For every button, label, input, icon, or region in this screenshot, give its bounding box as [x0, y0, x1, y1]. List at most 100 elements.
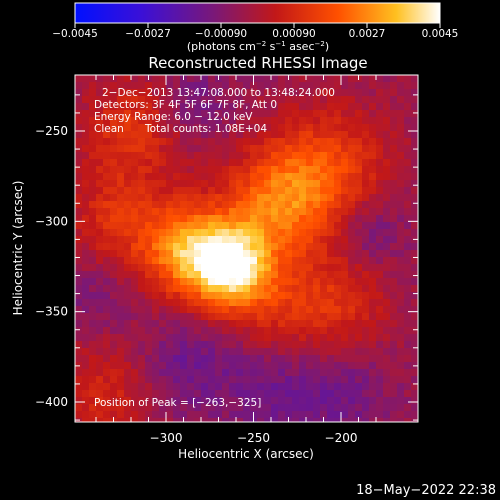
heatmap-cell [278, 89, 285, 96]
heatmap-cell [82, 278, 89, 285]
heatmap-cell [397, 243, 404, 250]
heatmap-cell [257, 397, 264, 404]
heatmap-cell [292, 299, 299, 306]
heatmap-cell [124, 110, 131, 117]
heatmap-cell [229, 250, 236, 257]
heatmap-cell [82, 376, 89, 383]
heatmap-cell [334, 411, 341, 418]
heatmap-cell [243, 194, 250, 201]
heatmap-cell [215, 250, 222, 257]
heatmap-cell [117, 257, 124, 264]
heatmap-cell [208, 82, 215, 89]
heatmap-cell [152, 180, 159, 187]
heatmap-cell [292, 159, 299, 166]
heatmap-cell [404, 159, 411, 166]
heatmap-cell [82, 166, 89, 173]
heatmap-cell [341, 292, 348, 299]
heatmap-cell [411, 194, 418, 201]
heatmap-cell [257, 180, 264, 187]
heatmap-cell [152, 397, 159, 404]
heatmap-cell [376, 180, 383, 187]
heatmap-cell [306, 376, 313, 383]
heatmap-cell [236, 138, 243, 145]
heatmap-cell [250, 320, 257, 327]
heatmap-cell [222, 390, 229, 397]
heatmap-cell [138, 96, 145, 103]
heatmap-cell [229, 313, 236, 320]
heatmap-cell [138, 292, 145, 299]
heatmap-cell [187, 96, 194, 103]
heatmap-cell [341, 327, 348, 334]
heatmap-cell [355, 124, 362, 131]
heatmap-cell [208, 138, 215, 145]
heatmap-cell [404, 222, 411, 229]
heatmap-cell [327, 306, 334, 313]
heatmap-cell [334, 138, 341, 145]
heatmap-cell [278, 159, 285, 166]
heatmap-cell [222, 187, 229, 194]
heatmap-cell [404, 229, 411, 236]
heatmap-cell [362, 131, 369, 138]
heatmap-cell [222, 194, 229, 201]
heatmap-cell [397, 376, 404, 383]
heatmap-cell [285, 320, 292, 327]
heatmap-cell [313, 411, 320, 418]
heatmap-cell [306, 103, 313, 110]
heatmap-cell [82, 208, 89, 215]
heatmap-cell [138, 173, 145, 180]
heatmap-cell [348, 131, 355, 138]
heatmap-cell [194, 194, 201, 201]
heatmap-cell [250, 348, 257, 355]
heatmap-cell [145, 215, 152, 222]
heatmap-cell [390, 117, 397, 124]
heatmap-cell [313, 299, 320, 306]
heatmap-cell [96, 369, 103, 376]
heatmap-cell [138, 355, 145, 362]
heatmap-cell [145, 110, 152, 117]
heatmap-cell [320, 327, 327, 334]
heatmap-cell [404, 173, 411, 180]
heatmap-cell [348, 222, 355, 229]
heatmap-cell [404, 75, 411, 82]
heatmap-cell [404, 124, 411, 131]
heatmap-cell [89, 376, 96, 383]
heatmap-cell [411, 271, 418, 278]
heatmap-cell [222, 362, 229, 369]
heatmap-cell [404, 257, 411, 264]
heatmap-cell [215, 334, 222, 341]
heatmap-cell [355, 82, 362, 89]
heatmap-cell [82, 89, 89, 96]
heatmap-cell [341, 194, 348, 201]
heatmap-cell [89, 194, 96, 201]
heatmap-cell [208, 334, 215, 341]
heatmap-cell [334, 243, 341, 250]
heatmap-cell [334, 96, 341, 103]
heatmap-cell [334, 250, 341, 257]
heatmap-cell [75, 397, 82, 404]
heatmap-cell [355, 89, 362, 96]
heatmap-cell [292, 348, 299, 355]
heatmap-cell [103, 285, 110, 292]
heatmap-cell [138, 306, 145, 313]
heatmap-cell [320, 173, 327, 180]
heatmap-cell [348, 404, 355, 411]
heatmap-cell [166, 299, 173, 306]
heatmap-cell [152, 215, 159, 222]
heatmap-cell [173, 348, 180, 355]
heatmap-cell [257, 418, 264, 422]
heatmap-cell [159, 285, 166, 292]
heatmap-cell [257, 278, 264, 285]
heatmap-cell [362, 355, 369, 362]
heatmap-cell [145, 334, 152, 341]
heatmap-cell [131, 166, 138, 173]
heatmap-cell [236, 103, 243, 110]
heatmap-cell [145, 299, 152, 306]
heatmap-cell [404, 271, 411, 278]
heatmap-cell [96, 138, 103, 145]
heatmap-cell [201, 236, 208, 243]
heatmap-cell [348, 257, 355, 264]
heatmap-cell [166, 124, 173, 131]
heatmap-cell [299, 138, 306, 145]
heatmap-cell [348, 229, 355, 236]
